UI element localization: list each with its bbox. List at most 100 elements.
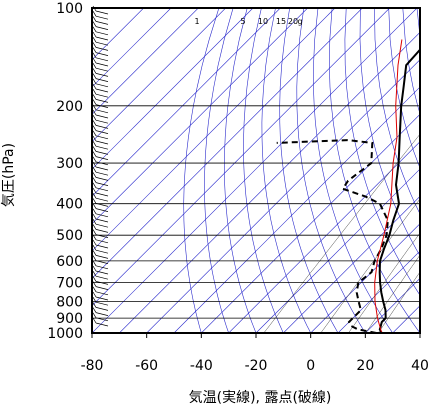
wind-barb [92,276,109,285]
wind-barb [92,317,109,327]
mixing-ratio-label: 5 [240,17,245,26]
wind-barb [92,307,109,316]
x-tick-label: -20 [245,358,268,374]
wind-barb [92,182,109,192]
dry-adiabat-line [243,8,284,333]
dry-adiabat-line [183,8,220,333]
y-tick-label: 100 [56,1,83,17]
isotherm-line [92,8,336,252]
mixing-ratio-label: 20 [288,17,298,26]
x-tick-label: -60 [135,358,158,374]
mixing-ratio-label: 10 [258,17,268,26]
x-tick-label: 40 [411,358,429,374]
mixing-ratio-label: 1 [194,17,199,26]
wind-barb [92,42,109,51]
pressure-grid [92,7,420,334]
wind-barb [92,11,109,20]
wind-barb [92,213,109,223]
wind-barb [92,250,109,259]
wind-barb [92,224,109,233]
wind-barb [92,198,109,207]
isotherm-line [92,8,226,143]
mixing-ratio-labels: 1 5 10 15 20 g [194,17,302,26]
wind-barb [92,260,109,270]
wind-barb [92,177,109,186]
dry-adiabat-line [328,8,420,333]
wind-barb [92,255,109,264]
wind-barb [92,297,109,306]
dry-adiabat-line [204,8,234,333]
isotherm-line [92,8,254,170]
wind-barb [92,26,109,36]
isotherm-line [92,8,199,115]
wind-barb [92,187,109,197]
dry-adiabat-line [374,8,420,215]
mixing-ratio-label: 15 [276,17,286,26]
wind-barb [92,104,109,114]
y-tick-label: 1000 [47,326,83,342]
y-tick-label: 500 [56,228,83,244]
wind-barb [92,239,109,249]
y-tick-label: 200 [56,99,83,115]
mixing-ratio-line [263,133,420,333]
wind-barb [92,208,109,218]
mixing-ratio-line [377,271,420,333]
y-tick-label: 700 [56,276,83,292]
isotherm-line [173,86,420,333]
wind-barb [92,63,109,72]
x-tick-label: -80 [81,358,104,374]
dry-adiabat-line [388,8,420,169]
wind-barb [92,57,109,67]
plot-frame [91,7,421,334]
wind-barb [92,265,109,275]
mixing-ratio-line [320,198,420,333]
dry-adiabat-line [279,8,339,333]
wind-barb [92,78,109,88]
wind-barb [92,37,109,46]
isotherm-line [92,8,390,307]
wind-barb [92,302,109,311]
isotherm-line [92,8,281,197]
wind-barb [92,115,109,124]
isotherm-line [283,195,420,333]
background-reference-lines [92,8,420,333]
wind-barb [92,120,109,129]
mixing-ratio-line [365,254,420,333]
wind-barb [92,271,109,280]
wind-barb [92,167,109,176]
profile-series [276,39,420,333]
wind-barb [92,193,109,202]
wind-barb [92,245,109,254]
wind-barb [92,99,109,108]
mixing-ratio-line [348,232,420,333]
wind-barb [92,219,109,228]
y-axis-title: 気圧(hPa) [1,143,17,207]
isotherm-line [92,8,172,88]
temperature-profile-line [378,48,420,333]
x-axis-ticks: -80 -60 -40 -20 0 20 40 [81,333,429,374]
wind-barb [92,125,109,134]
dry-adiabat-line [261,8,311,333]
isotherm-line [337,250,420,333]
wind-barb [92,172,109,181]
isotherm-line [255,168,420,333]
wind-barb [92,141,109,150]
y-tick-label: 600 [56,254,83,270]
x-tick-label: 20 [356,358,374,374]
wind-barb [92,94,109,103]
x-axis-title: 気温(実線), 露点(破線) [189,390,332,406]
wind-barbs [92,5,109,327]
dry-adiabat-line [344,8,420,296]
x-tick-label: 0 [306,358,315,374]
y-tick-label: 800 [56,295,83,311]
wind-barb [92,151,109,160]
wind-barb [92,281,109,290]
isotherm-line [419,332,420,333]
wind-barb [92,156,109,166]
wind-barb [92,109,109,119]
wind-barb [92,161,109,171]
wind-barb [92,234,109,244]
wind-barb [92,135,109,145]
wind-barb [92,52,109,62]
isotherm-line [201,113,420,333]
